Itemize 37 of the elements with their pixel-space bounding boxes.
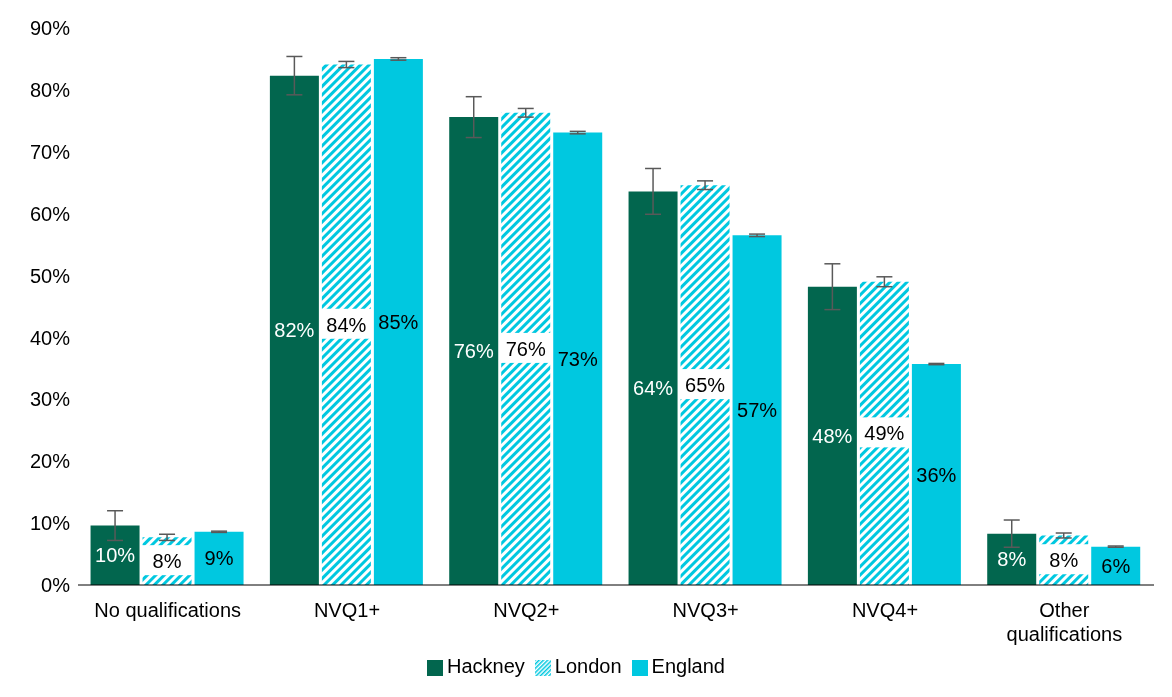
y-tick-label: 10% <box>29 512 71 535</box>
y-tick-label: 50% <box>29 264 71 287</box>
data-label: 84% <box>326 313 367 336</box>
x-tick-label: Other qualifications <box>1006 599 1123 645</box>
y-tick-label: 20% <box>29 450 71 473</box>
legend-label: Hackney <box>447 655 525 677</box>
data-label: 73% <box>557 347 598 370</box>
y-tick-label: 80% <box>29 78 71 101</box>
y-tick-label: 0% <box>41 574 71 597</box>
legend-label: London <box>554 655 622 677</box>
data-label: 8% <box>152 550 182 573</box>
data-label: 64% <box>633 377 674 400</box>
x-tick-label: NVQ4+ <box>851 599 919 621</box>
y-tick-label: 90% <box>29 17 71 40</box>
x-tick-label: NVQ3+ <box>672 599 739 621</box>
y-tick-label: 60% <box>29 202 71 225</box>
data-label: 57% <box>737 399 778 422</box>
y-tick-label: 70% <box>29 140 71 163</box>
data-label: 8% <box>997 548 1027 571</box>
data-label: 9% <box>204 547 234 570</box>
data-label: 76% <box>505 337 546 360</box>
data-label: 49% <box>864 422 905 445</box>
data-label: 82% <box>274 319 315 342</box>
data-label: 48% <box>812 424 853 447</box>
y-tick-label: 40% <box>29 326 71 349</box>
data-label: 36% <box>916 463 957 486</box>
data-label: 8% <box>1049 549 1079 572</box>
x-tick-label: NVQ1+ <box>313 599 381 621</box>
data-label: 76% <box>453 340 494 363</box>
data-label: 65% <box>685 374 726 397</box>
data-label: 6% <box>1101 554 1131 577</box>
data-label: 10% <box>95 544 136 567</box>
y-tick-label: 30% <box>29 388 71 411</box>
x-tick-label: NVQ2+ <box>493 599 560 621</box>
legend-label: England <box>651 655 725 677</box>
data-label: 85% <box>378 310 419 333</box>
x-tick-label: No qualifications <box>94 599 242 621</box>
